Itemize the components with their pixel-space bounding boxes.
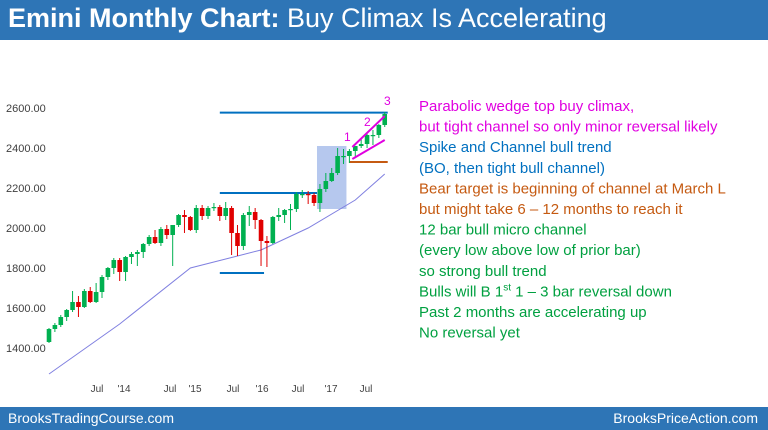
x-tick-label: '17 bbox=[324, 384, 337, 395]
candle-body bbox=[64, 310, 69, 317]
candle-body bbox=[329, 173, 335, 181]
candle-body bbox=[82, 291, 87, 307]
annotation-text: Bulls will B 1st 1 – 3 bar reversal down bbox=[419, 282, 672, 300]
title-bar: Emini Monthly Chart: Buy Climax Is Accel… bbox=[0, 0, 768, 40]
footer-left-text: BrooksTradingCourse.com bbox=[8, 410, 174, 426]
candle-body bbox=[305, 194, 311, 196]
x-tick-label: '16 bbox=[255, 384, 268, 395]
candle-body bbox=[99, 277, 105, 292]
candle-body bbox=[258, 220, 264, 241]
x-tick-label: Jul bbox=[227, 384, 240, 395]
title-rest: Buy Climax Is Accelerating bbox=[279, 3, 607, 33]
candle-body bbox=[270, 217, 276, 243]
title-bold: Emini Monthly Chart: bbox=[8, 3, 280, 33]
chart-title: Emini Monthly Chart: Buy Climax Is Accel… bbox=[8, 3, 607, 34]
x-tick-label: Jul bbox=[91, 384, 104, 395]
x-tick-label: '14 bbox=[117, 384, 130, 395]
annotation-text: (every low above low of prior bar) bbox=[419, 242, 641, 259]
candle-body bbox=[294, 194, 299, 209]
candle-body bbox=[241, 215, 246, 246]
candle-body bbox=[70, 302, 75, 310]
candle-body bbox=[217, 207, 223, 216]
annotation-text: Bear target is beginning of channel at M… bbox=[419, 180, 726, 197]
wedge-line bbox=[351, 115, 386, 148]
candle-body bbox=[164, 229, 170, 235]
wedge-label: 3 bbox=[384, 94, 391, 108]
candle-body bbox=[311, 195, 317, 203]
candle-body bbox=[223, 208, 228, 216]
candle-body bbox=[129, 254, 134, 257]
candle-body bbox=[193, 208, 199, 230]
candle-body bbox=[347, 151, 352, 156]
candle-body bbox=[317, 189, 323, 203]
candle-body bbox=[170, 225, 175, 235]
candlestick-chart: 1400.00 1600.00 1800.00 2000.00 2200.00 2400.… bbox=[6, 94, 726, 395]
y-tick-label: 2600.00 bbox=[6, 103, 46, 115]
annotation-text: 12 bar bull micro channel bbox=[419, 222, 587, 239]
candle-body bbox=[158, 229, 164, 243]
footer-right-text: BrooksPriceAction.com bbox=[613, 410, 758, 426]
candle-body bbox=[152, 237, 158, 243]
annotation-text: Spike and Channel bull trend bbox=[419, 139, 612, 156]
candle-body bbox=[117, 260, 122, 272]
candle-body bbox=[140, 244, 146, 252]
candle-body bbox=[205, 208, 211, 216]
y-tick-label: 1400.00 bbox=[6, 343, 46, 355]
candle-body bbox=[276, 215, 282, 217]
x-tick-label: Jul bbox=[360, 384, 373, 395]
candle-body bbox=[252, 212, 258, 220]
candle-body bbox=[93, 292, 99, 302]
candle-body bbox=[376, 125, 382, 135]
candle-body bbox=[188, 217, 193, 230]
y-tick-label: 2000.00 bbox=[6, 223, 46, 235]
candle-body bbox=[288, 209, 293, 211]
annotation-text: Parabolic wedge top buy climax, bbox=[419, 98, 634, 115]
candle-body bbox=[282, 210, 287, 215]
candle-body bbox=[370, 135, 376, 137]
annotation-text: but might take 6 – 12 months to reach it bbox=[419, 201, 683, 218]
annotation-text: (BO, then tight bull channel) bbox=[419, 160, 605, 177]
candle-body bbox=[105, 268, 111, 277]
candle-body bbox=[52, 325, 58, 329]
annotation-text: No reversal yet bbox=[419, 325, 521, 342]
candle-body bbox=[199, 208, 205, 216]
candle-body bbox=[146, 237, 152, 244]
annotation-text: Past 2 months are accelerating up bbox=[419, 304, 647, 321]
y-tick-label: 1600.00 bbox=[6, 303, 46, 315]
candle-body bbox=[182, 215, 187, 217]
annotation-text: but tight channel so only minor reversal… bbox=[419, 119, 718, 136]
candle-body bbox=[176, 215, 181, 225]
wedge-label: 2 bbox=[364, 115, 371, 129]
candle-body bbox=[235, 233, 240, 246]
candle-body bbox=[46, 329, 52, 342]
y-tick-label: 2200.00 bbox=[6, 183, 46, 195]
candle-body bbox=[264, 241, 270, 243]
candle-body bbox=[211, 207, 217, 209]
candle-body bbox=[341, 156, 346, 158]
x-tick-label: Jul bbox=[164, 384, 177, 395]
candle-body bbox=[323, 181, 329, 189]
candle-body bbox=[111, 260, 117, 268]
footer-bar: BrooksTradingCourse.com BrooksPriceActio… bbox=[0, 407, 768, 430]
wedge-label: 1 bbox=[344, 130, 351, 144]
candle-body bbox=[76, 302, 81, 307]
x-tick-label: Jul bbox=[292, 384, 305, 395]
candle-body bbox=[382, 114, 388, 125]
annotation-text: so strong bull trend bbox=[419, 263, 547, 280]
wedge-line bbox=[351, 139, 386, 160]
y-tick-label: 1800.00 bbox=[6, 263, 46, 275]
candle-body bbox=[229, 208, 234, 233]
candle-body bbox=[87, 291, 93, 302]
candle-body bbox=[358, 144, 364, 146]
candle-body bbox=[335, 156, 340, 173]
candle-body bbox=[364, 135, 370, 144]
x-tick-label: '15 bbox=[188, 384, 201, 395]
y-tick-label: 2400.00 bbox=[6, 143, 46, 155]
candle-body bbox=[299, 194, 305, 196]
candle-body bbox=[352, 146, 358, 151]
candle-body bbox=[246, 212, 252, 215]
candle-body bbox=[58, 317, 64, 325]
candle-body bbox=[123, 257, 128, 272]
candle-body bbox=[135, 252, 140, 254]
